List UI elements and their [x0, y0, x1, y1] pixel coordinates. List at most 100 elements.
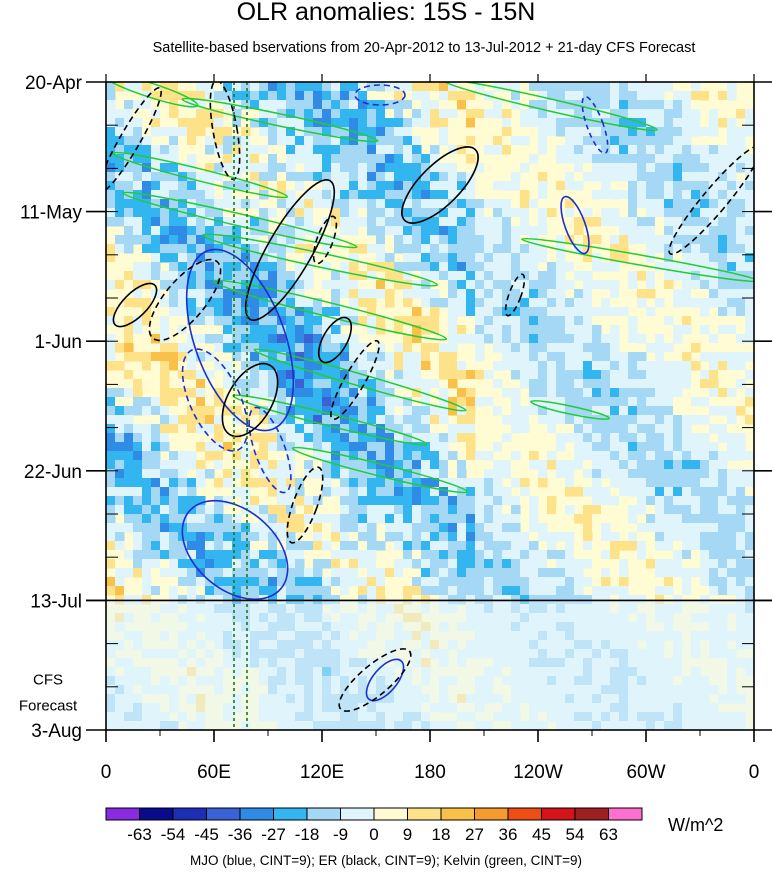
field-cell	[196, 235, 206, 245]
field-cell	[295, 658, 305, 668]
field-cell	[133, 658, 143, 668]
field-cell	[115, 676, 125, 686]
field-cell	[682, 127, 692, 137]
field-cell	[466, 577, 476, 587]
field-cell	[124, 478, 134, 488]
mjo-contour	[581, 95, 609, 155]
kelvin-contour	[111, 151, 289, 199]
field-cell	[736, 721, 746, 730]
field-cell	[394, 523, 404, 533]
field-cell	[628, 712, 638, 722]
field-cell	[709, 181, 719, 191]
field-cell	[223, 478, 233, 488]
field-cell	[187, 586, 197, 596]
field-cell	[250, 478, 260, 488]
field-cell	[196, 550, 206, 560]
field-cell	[610, 343, 620, 353]
field-cell	[682, 154, 692, 164]
field-cell	[556, 127, 566, 137]
field-cell	[295, 154, 305, 164]
field-cell	[232, 532, 242, 542]
field-cell	[664, 487, 674, 497]
field-cell	[448, 640, 458, 650]
field-cell	[124, 433, 134, 443]
field-cell	[565, 640, 575, 650]
field-cell	[349, 226, 359, 236]
field-cell	[115, 442, 125, 452]
field-cell	[709, 406, 719, 416]
field-cell	[664, 118, 674, 128]
field-cell	[268, 325, 278, 335]
field-cell	[466, 235, 476, 245]
field-cell	[583, 208, 593, 218]
field-cell	[493, 136, 503, 146]
field-cell	[664, 244, 674, 254]
field-cell	[610, 136, 620, 146]
field-cell	[376, 721, 386, 730]
field-cell	[412, 523, 422, 533]
field-cell	[124, 631, 134, 641]
field-cell	[673, 406, 683, 416]
field-cell	[385, 514, 395, 524]
field-cell	[349, 613, 359, 623]
field-cell	[511, 676, 521, 686]
field-cell	[385, 334, 395, 344]
field-cell	[673, 604, 683, 614]
field-cell	[700, 460, 710, 470]
field-cell	[151, 451, 161, 461]
field-cell	[574, 163, 584, 173]
field-cell	[295, 361, 305, 371]
field-cell	[556, 91, 566, 101]
field-cell	[457, 442, 467, 452]
field-cell	[556, 154, 566, 164]
field-cell	[592, 235, 602, 245]
field-cell	[286, 163, 296, 173]
field-cell	[664, 181, 674, 191]
field-cell	[475, 505, 485, 515]
field-cell	[547, 604, 557, 614]
field-cell	[385, 703, 395, 713]
field-cell	[466, 604, 476, 614]
field-cell	[187, 343, 197, 353]
field-cell	[205, 307, 215, 317]
field-cell	[313, 334, 323, 344]
field-cell	[529, 658, 539, 668]
field-cell	[286, 217, 296, 227]
field-cell	[169, 496, 179, 506]
field-cell	[529, 343, 539, 353]
field-cell	[646, 523, 656, 533]
field-cell	[628, 532, 638, 542]
field-cell	[601, 208, 611, 218]
field-cell	[556, 649, 566, 659]
field-cell	[565, 550, 575, 560]
field-cell	[727, 568, 737, 578]
field-cell	[574, 334, 584, 344]
field-cell	[358, 145, 368, 155]
field-cell	[511, 325, 521, 335]
field-cell	[484, 253, 494, 263]
field-cell	[736, 307, 746, 317]
field-cell	[583, 361, 593, 371]
field-cell	[511, 640, 521, 650]
field-cell	[223, 460, 233, 470]
field-cell	[394, 208, 404, 218]
field-cell	[547, 379, 557, 389]
field-cell	[574, 685, 584, 695]
field-cell	[205, 622, 215, 632]
field-cell	[331, 505, 341, 515]
field-cell	[529, 289, 539, 299]
colorbar-swatch	[306, 807, 341, 821]
field-cell	[178, 496, 188, 506]
field-cell	[664, 478, 674, 488]
field-cell	[646, 514, 656, 524]
field-cell	[466, 100, 476, 110]
field-cell	[349, 694, 359, 704]
field-cell	[124, 406, 134, 416]
field-cell	[358, 658, 368, 668]
field-cell	[736, 298, 746, 308]
x-tick-label: 120E	[300, 762, 344, 783]
field-cell	[745, 577, 754, 587]
field-cell	[691, 172, 701, 182]
field-cell	[358, 217, 368, 227]
field-cell	[682, 451, 692, 461]
